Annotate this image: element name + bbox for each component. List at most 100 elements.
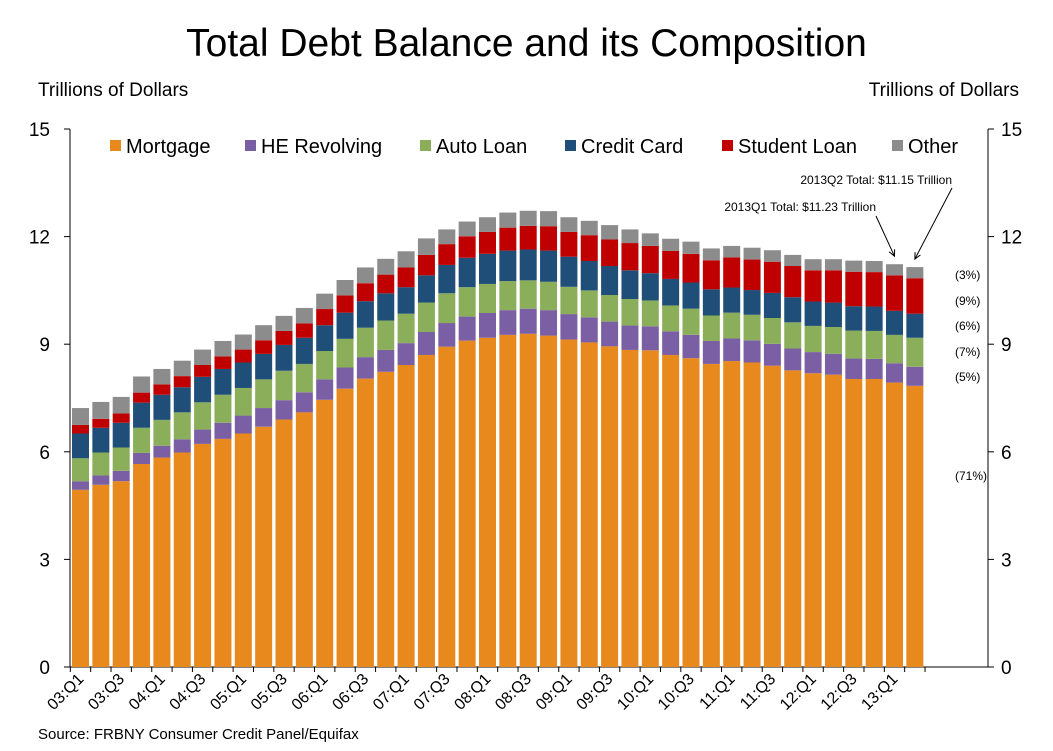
bar-credit-card xyxy=(173,387,191,413)
bar-he-revolving xyxy=(295,392,313,413)
bar-other xyxy=(682,241,700,254)
bar-credit-card xyxy=(682,282,700,309)
bar-he-revolving xyxy=(479,312,496,338)
bar-credit-card xyxy=(275,344,293,371)
bar-student-loan xyxy=(499,227,517,251)
bar-other xyxy=(743,247,761,260)
x-tick-label: 07:Q1 xyxy=(370,671,413,714)
x-tick-label: 11:Q3 xyxy=(737,671,779,713)
bar-credit-card xyxy=(784,297,802,323)
bar-mortgage xyxy=(743,362,761,667)
x-tick-label: 07:Q3 xyxy=(411,671,454,714)
bar-auto-loan xyxy=(92,452,110,476)
bar-other xyxy=(702,248,720,261)
bar-mortgage xyxy=(621,349,639,667)
x-tick-label: 03:Q3 xyxy=(85,671,128,714)
bar-other xyxy=(662,238,680,251)
bar-mortgage xyxy=(336,388,354,667)
bar-he-revolving xyxy=(255,408,273,427)
bar-student-loan xyxy=(784,266,802,298)
x-tick-label: 06:Q3 xyxy=(329,671,372,714)
right-axis-label: Trillions of Dollars xyxy=(868,80,1019,101)
legend-swatch-he-revolving xyxy=(245,140,256,151)
bar-mortgage xyxy=(417,354,435,667)
bar-he-revolving xyxy=(438,323,456,347)
bar-student-loan xyxy=(906,278,924,314)
bar-mortgage xyxy=(845,378,863,667)
bar-auto-loan xyxy=(356,327,374,358)
legend-label-mortgage: Mortgage xyxy=(126,136,211,158)
bar-auto-loan xyxy=(316,351,334,380)
legend-swatch-other xyxy=(892,140,903,151)
bar-auto-loan xyxy=(519,280,537,309)
x-tick-label: 09:Q3 xyxy=(574,671,617,714)
bar-credit-card xyxy=(723,287,741,313)
bar-mortgage xyxy=(702,363,720,667)
bar-other xyxy=(560,217,578,232)
x-tick-label: 08:Q3 xyxy=(492,671,535,714)
bar-mortgage xyxy=(662,354,680,667)
bar-he-revolving xyxy=(621,325,639,350)
bar-credit-card xyxy=(336,312,354,339)
legend-label-he-revolving: HE Revolving xyxy=(261,136,382,158)
bar-he-revolving xyxy=(72,481,89,490)
bar-mortgage xyxy=(641,350,659,667)
bar-he-revolving xyxy=(662,331,680,355)
left-y-tick-label: 15 xyxy=(29,120,50,141)
bar-he-revolving xyxy=(784,348,802,371)
bar-auto-loan xyxy=(153,419,171,446)
annotation-arrow xyxy=(875,215,895,257)
bar-mortgage xyxy=(112,481,130,667)
bar-other xyxy=(886,264,903,276)
bar-mortgage xyxy=(275,419,293,667)
bar-student-loan xyxy=(743,259,761,291)
bar-credit-card xyxy=(397,287,415,314)
bar-he-revolving xyxy=(763,343,781,366)
bar-auto-loan xyxy=(458,287,476,317)
x-tick-label: 04:Q1 xyxy=(126,671,169,714)
bar-mortgage xyxy=(580,342,598,667)
bar-other xyxy=(906,267,924,279)
bar-student-loan xyxy=(214,356,232,369)
legend-swatch-student-loan xyxy=(722,140,733,151)
bar-other xyxy=(336,279,354,296)
left-y-tick-label: 12 xyxy=(29,228,50,249)
bar-credit-card xyxy=(499,250,517,282)
bar-student-loan xyxy=(479,231,496,254)
bar-he-revolving xyxy=(458,316,476,341)
bar-he-revolving xyxy=(397,343,415,366)
bar-student-loan xyxy=(72,424,89,434)
bar-he-revolving xyxy=(356,357,374,379)
bar-credit-card xyxy=(804,301,822,326)
bar-other xyxy=(356,267,374,284)
bar-auto-loan xyxy=(112,447,130,471)
bar-auto-loan xyxy=(336,338,354,368)
legend-swatch-credit-card xyxy=(565,140,576,151)
bar-auto-loan xyxy=(377,320,395,350)
bar-student-loan xyxy=(153,384,171,395)
bar-auto-loan xyxy=(234,387,252,416)
bar-he-revolving xyxy=(377,349,395,372)
share-label: (7%) xyxy=(955,345,980,359)
bar-he-revolving xyxy=(275,400,293,420)
bar-he-revolving xyxy=(641,326,659,351)
bar-student-loan xyxy=(702,260,720,290)
bar-he-revolving xyxy=(743,340,761,363)
x-tick-label: 05:Q1 xyxy=(207,671,250,714)
bar-other xyxy=(865,260,883,273)
bar-auto-loan xyxy=(194,402,212,430)
bar-student-loan xyxy=(397,267,415,288)
bar-credit-card xyxy=(906,313,924,338)
bar-mortgage xyxy=(295,412,313,667)
bar-other xyxy=(519,210,537,226)
bar-mortgage xyxy=(886,382,903,667)
x-tick-label: 09:Q1 xyxy=(533,671,576,714)
bar-auto-loan xyxy=(417,302,435,333)
bar-auto-loan xyxy=(173,412,191,440)
bar-he-revolving xyxy=(886,363,903,383)
bar-he-revolving xyxy=(194,429,212,444)
bar-credit-card xyxy=(743,290,761,315)
bar-student-loan xyxy=(356,283,374,302)
bar-other xyxy=(784,254,802,267)
